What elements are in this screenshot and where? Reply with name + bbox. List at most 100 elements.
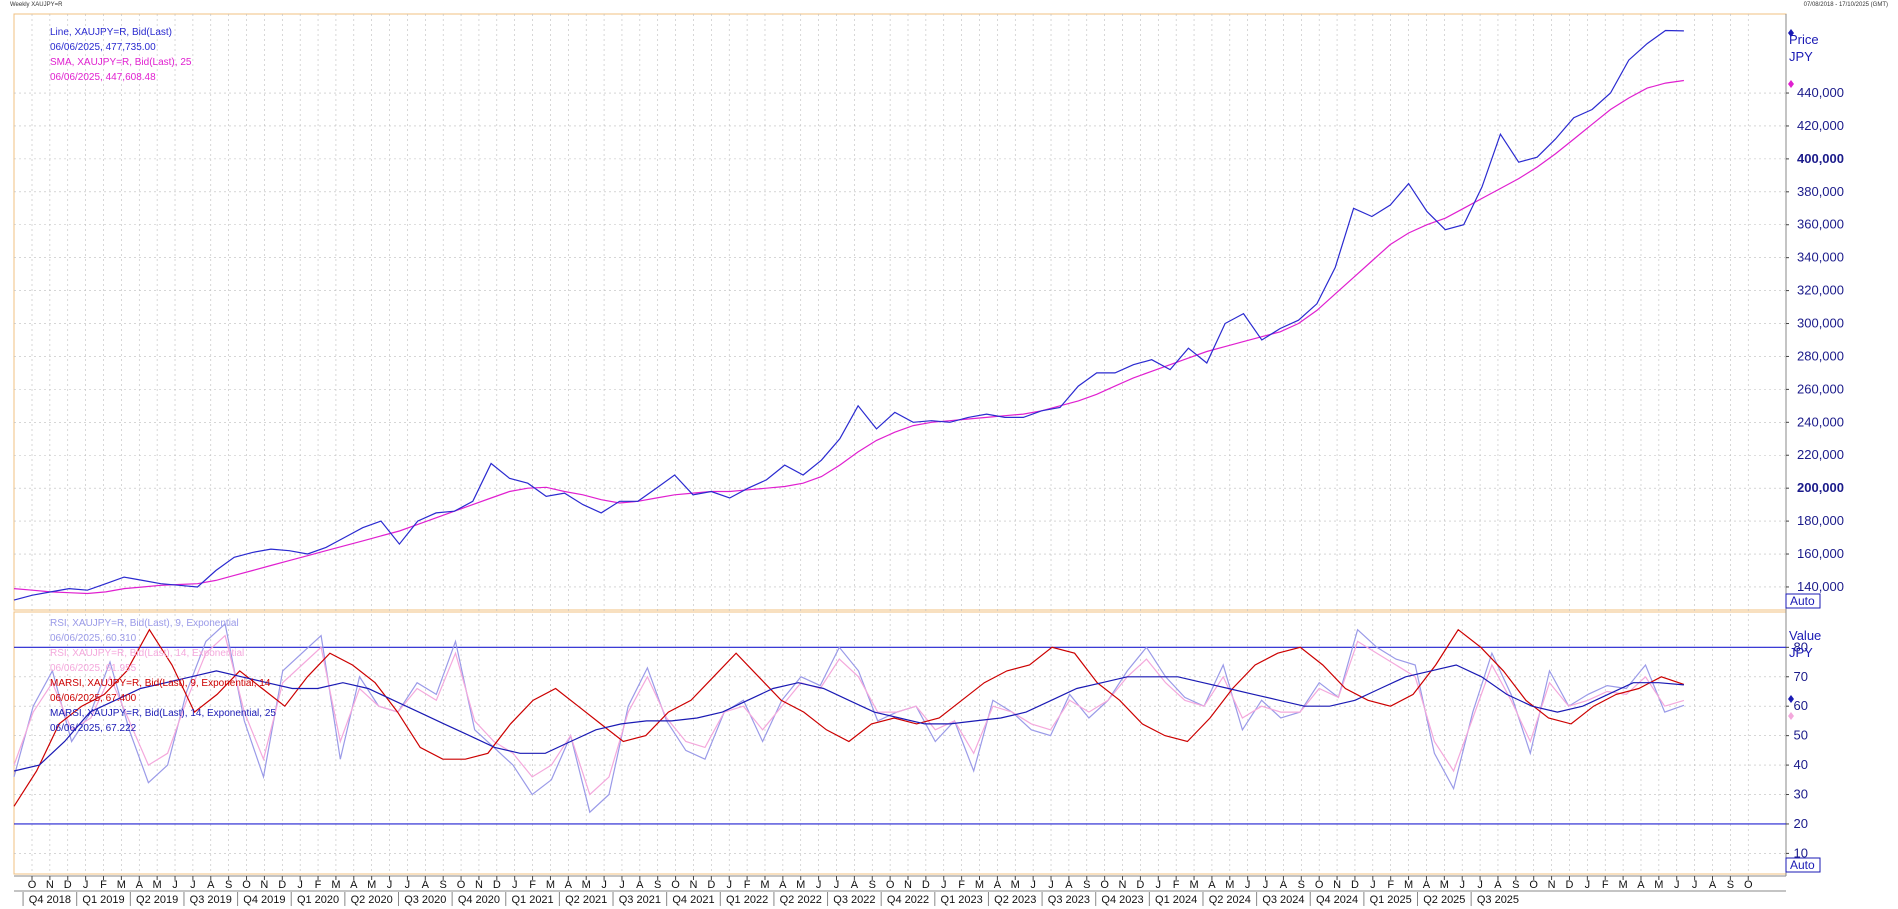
- x-month-label: N: [260, 879, 268, 891]
- x-month-label: M: [1404, 879, 1413, 891]
- price-tick-label: 420,000: [1797, 118, 1844, 133]
- x-quarter-label: Q4 2018: [29, 894, 71, 906]
- indicator-axis-unit: JPY: [1789, 645, 1813, 660]
- price-tick-label: 300,000: [1797, 316, 1844, 331]
- x-month-label: N: [1548, 879, 1556, 891]
- x-month-label: O: [457, 879, 466, 891]
- price-tick-label: 180,000: [1797, 513, 1844, 528]
- price-tick-label: 380,000: [1797, 184, 1844, 199]
- price-auto-button[interactable]: [1785, 593, 1821, 609]
- x-quarter-label: Q4 2023: [1101, 894, 1143, 906]
- x-month-label: J: [1048, 879, 1054, 891]
- indicator-panel-frame: [13, 611, 1787, 875]
- x-month-label: S: [869, 879, 876, 891]
- x-quarter-label: Q2 2019: [136, 894, 178, 906]
- x-month-label: N: [46, 879, 54, 891]
- x-quarter-label: Q1 2022: [726, 894, 768, 906]
- indicator-auto-button[interactable]: [1785, 857, 1821, 873]
- indicator-tick-label: 10: [1794, 845, 1808, 860]
- price-legend-title: Line, XAUJPY=R, Bid(Last): [50, 27, 172, 38]
- x-month-label: S: [440, 879, 447, 891]
- x-month-label: F: [529, 879, 536, 891]
- x-month-label: J: [726, 879, 732, 891]
- x-month-label: M: [760, 879, 769, 891]
- x-quarter-label: Q1 2019: [82, 894, 124, 906]
- price-line: [13, 29, 1684, 601]
- x-month-label: J: [1245, 879, 1251, 891]
- x-month-label: A: [851, 879, 859, 891]
- price-axis-title: Price: [1789, 32, 1819, 47]
- x-month-label: A: [136, 879, 144, 891]
- rsi14-line: [13, 634, 1685, 796]
- x-month-label: J: [834, 879, 840, 891]
- indicator-series-group: [13, 622, 1685, 814]
- x-month-label: S: [1083, 879, 1090, 891]
- indicator-axis-title: Value: [1789, 628, 1821, 643]
- window-title: Weekly XAUJPY=R: [10, 2, 63, 8]
- x-month-label: O: [1100, 879, 1109, 891]
- x-month-label: S: [1298, 879, 1305, 891]
- rsi9-line: [13, 622, 1685, 814]
- x-quarter-label: Q4 2021: [672, 894, 714, 906]
- x-month-label: O: [886, 879, 895, 891]
- x-month-label: J: [297, 879, 303, 891]
- x-month-label: J: [1477, 879, 1483, 891]
- x-month-label: S: [1727, 879, 1734, 891]
- rsi14-legend-value: 06/06/2025, 61.955: [50, 663, 137, 674]
- x-month-label: O: [671, 879, 680, 891]
- x-month-label: A: [1065, 879, 1073, 891]
- x-month-label: D: [1136, 879, 1144, 891]
- x-quarter-label: Q1 2023: [941, 894, 983, 906]
- x-month-label: D: [922, 879, 930, 891]
- x-month-label: M: [1440, 879, 1449, 891]
- x-month-label: J: [1263, 879, 1269, 891]
- x-quarter-label: Q3 2021: [619, 894, 661, 906]
- x-month-label: N: [904, 879, 912, 891]
- x-month-label: J: [941, 879, 947, 891]
- indicator-tick-label: 40: [1794, 757, 1808, 772]
- x-month-label: M: [117, 879, 126, 891]
- x-month-label: M: [1225, 879, 1234, 891]
- indicator-axis-ticks: 10 20 30 40 50 60 70 80: [1786, 639, 1808, 860]
- price-tick-label: 140,000: [1797, 579, 1844, 594]
- x-month-label: M: [796, 879, 805, 891]
- x-month-label: O: [1315, 879, 1324, 891]
- price-tick-label: 340,000: [1797, 250, 1844, 265]
- x-month-label: J: [190, 879, 196, 891]
- x-quarter-label: Q4 2024: [1316, 894, 1358, 906]
- x-month-label: A: [779, 879, 787, 891]
- x-month-label: J: [619, 879, 625, 891]
- price-legend-value: 06/06/2025, 477,735.00: [50, 42, 156, 53]
- price-tick-label: 360,000: [1797, 217, 1844, 232]
- x-month-label: J: [1459, 879, 1465, 891]
- x-month-label: O: [28, 879, 37, 891]
- price-panel-frame: [13, 13, 1787, 611]
- x-month-label: D: [278, 879, 286, 891]
- x-quarter-label: Q1 2025: [1370, 894, 1412, 906]
- x-quarter-label: Q3 2024: [1262, 894, 1304, 906]
- x-month-label: J: [1030, 879, 1036, 891]
- x-month-label: D: [1565, 879, 1573, 891]
- price-tick-label: 400,000: [1797, 151, 1844, 166]
- indicator-tick-label: 50: [1794, 728, 1808, 743]
- x-month-label: A: [1208, 879, 1216, 891]
- x-month-label: A: [565, 879, 573, 891]
- price-marker-icon: [1788, 29, 1794, 37]
- indicator-tick-label: 60: [1794, 698, 1808, 713]
- x-month-label: M: [582, 879, 591, 891]
- x-month-label: M: [367, 879, 376, 891]
- x-month-label: J: [1692, 879, 1698, 891]
- x-month-label: S: [225, 879, 232, 891]
- x-month-label: S: [1512, 879, 1519, 891]
- x-quarter-label: Q2 2023: [994, 894, 1036, 906]
- indicator-tick-label: 30: [1794, 787, 1808, 802]
- x-quarter-label: Q1 2021: [511, 894, 553, 906]
- x-month-label: D: [707, 879, 715, 891]
- marsi9-legend-value: 06/06/2025, 67.400: [50, 693, 137, 704]
- x-month-label: A: [1494, 879, 1502, 891]
- x-month-label: J: [512, 879, 518, 891]
- x-quarter-label: Q3 2022: [833, 894, 875, 906]
- x-month-label: F: [744, 879, 751, 891]
- price-tick-label: 260,000: [1797, 381, 1844, 396]
- price-tick-label: 280,000: [1797, 348, 1844, 363]
